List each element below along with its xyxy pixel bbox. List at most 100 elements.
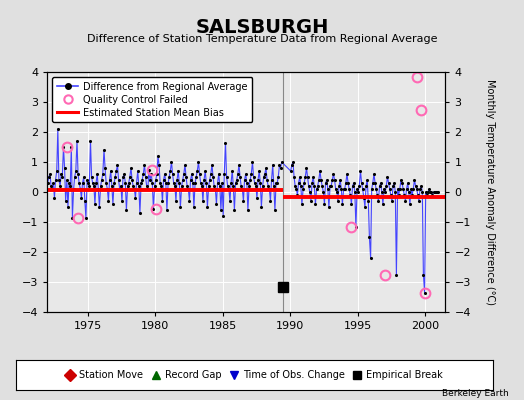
Point [201, 168, 210, 174]
Point [317, 177, 325, 183]
Point [327, 183, 335, 189]
Point [61, 198, 70, 204]
Point [84, 180, 92, 186]
Point [133, 180, 141, 186]
Point [341, 186, 349, 192]
Point [48, 186, 57, 192]
Point [118, 198, 126, 204]
Point [74, 171, 82, 177]
Point [49, 180, 58, 186]
Point [127, 165, 135, 171]
Point [110, 180, 118, 186]
Point [357, 180, 366, 186]
Point [303, 174, 312, 180]
Point [377, 180, 385, 186]
Point [359, 195, 368, 201]
Point [198, 183, 206, 189]
Point [368, 180, 377, 186]
Point [161, 180, 170, 186]
Point [363, 177, 372, 183]
Point [52, 168, 61, 174]
Point [321, 180, 330, 186]
Point [107, 183, 116, 189]
Point [228, 168, 236, 174]
Point [382, 183, 390, 189]
Point [242, 171, 250, 177]
Point [104, 198, 113, 204]
Point [220, 171, 228, 177]
Point [81, 198, 89, 204]
Point [199, 198, 207, 204]
Point [248, 159, 257, 165]
Point [121, 180, 129, 186]
Point [299, 186, 307, 192]
Point [129, 183, 137, 189]
Point [144, 186, 152, 192]
Point [383, 174, 391, 180]
Point [190, 204, 198, 210]
Point [217, 207, 225, 213]
Point [411, 183, 420, 189]
Point [419, 271, 428, 278]
Point [117, 183, 125, 189]
Point [348, 183, 357, 189]
Point [225, 186, 233, 192]
Point [222, 174, 231, 180]
Text: SALSBURGH: SALSBURGH [195, 18, 329, 37]
Point [294, 180, 303, 186]
Point [64, 204, 72, 210]
Point [148, 180, 157, 186]
Point [143, 183, 151, 189]
Point [163, 207, 171, 213]
Point [65, 180, 73, 186]
Point [319, 189, 328, 195]
Point [157, 183, 166, 189]
Point [250, 180, 259, 186]
Point [371, 180, 379, 186]
Point [85, 183, 93, 189]
Point [76, 186, 84, 192]
Point [93, 171, 102, 177]
Point [124, 183, 132, 189]
Point [410, 177, 419, 183]
Point [276, 165, 285, 171]
Point [140, 162, 149, 168]
Point [412, 186, 421, 192]
Point [139, 171, 147, 177]
Point [188, 171, 196, 177]
Point [267, 177, 276, 183]
Point [403, 180, 412, 186]
Point [245, 183, 253, 189]
Point [204, 183, 213, 189]
Point [91, 201, 99, 207]
Point [146, 177, 154, 183]
Point [46, 171, 54, 177]
Point [379, 201, 387, 207]
Point [290, 174, 298, 180]
Point [335, 183, 343, 189]
Point [179, 177, 187, 183]
Point [192, 174, 200, 180]
Point [391, 189, 399, 195]
Point [342, 180, 350, 186]
Point [249, 174, 258, 180]
Point [307, 198, 315, 204]
Point [313, 183, 322, 189]
Point [346, 192, 355, 198]
Point [271, 207, 279, 213]
Point [156, 180, 165, 186]
Point [340, 186, 348, 192]
Point [262, 165, 270, 171]
Point [405, 189, 413, 195]
Point [343, 171, 351, 177]
Point [252, 183, 260, 189]
Point [189, 180, 197, 186]
Point [316, 168, 324, 174]
Point [370, 171, 378, 177]
Point [401, 198, 410, 204]
Point [243, 180, 251, 186]
Point [68, 214, 77, 221]
Point [210, 183, 219, 189]
Text: Difference of Station Temperature Data from Regional Average: Difference of Station Temperature Data f… [87, 34, 437, 44]
Point [229, 183, 237, 189]
